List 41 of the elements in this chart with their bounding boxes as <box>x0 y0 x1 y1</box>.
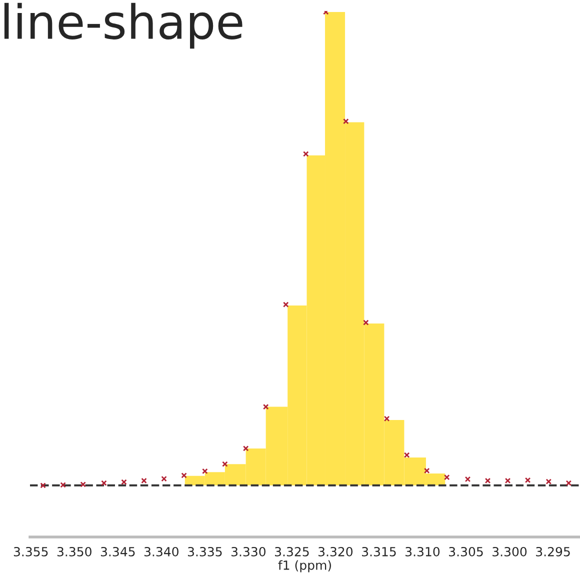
point <box>40 482 46 488</box>
point <box>262 404 269 410</box>
point <box>80 482 86 488</box>
point <box>101 480 107 486</box>
x-tick-label: 3.300 <box>492 546 527 556</box>
x-tick-label: 3.320 <box>318 546 353 556</box>
x-tick-label: 3.340 <box>144 546 178 556</box>
x-tick-label: 3.350 <box>57 546 92 556</box>
point <box>384 416 390 422</box>
point <box>404 452 410 458</box>
point <box>524 477 531 484</box>
x-axis-title: f1 (ppm) <box>278 560 331 572</box>
point <box>484 478 491 484</box>
x-tick-label: 3.355 <box>14 546 48 556</box>
point <box>181 472 187 478</box>
x-tick-label: 3.315 <box>362 546 396 556</box>
point <box>141 478 147 484</box>
point <box>546 478 552 484</box>
point <box>444 474 450 480</box>
point <box>202 468 208 474</box>
x-tick-label: 3.335 <box>188 546 222 556</box>
x-tick-label: 3.325 <box>275 546 309 556</box>
point <box>242 446 249 452</box>
point <box>464 476 471 482</box>
point <box>504 478 511 484</box>
point <box>424 468 430 474</box>
x-tick-label: 3.330 <box>231 546 266 556</box>
point <box>121 479 127 485</box>
point <box>222 461 228 467</box>
x-tick-label: 3.295 <box>536 546 570 556</box>
point <box>282 302 289 308</box>
x-tick-label: 3.310 <box>406 546 440 556</box>
x-tick-label: 3.305 <box>449 546 483 556</box>
point <box>161 476 167 482</box>
point <box>60 482 66 488</box>
point <box>343 118 349 124</box>
chart-title: line-shape <box>4 2 242 49</box>
point <box>566 480 572 486</box>
point <box>302 151 309 157</box>
x-tick-label: 3.345 <box>100 546 135 556</box>
point <box>363 320 369 326</box>
